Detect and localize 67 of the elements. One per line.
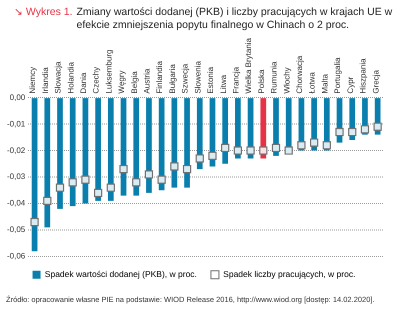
- x-tick-label: Litwa: [218, 74, 228, 94]
- point: [170, 162, 178, 171]
- point: [272, 144, 280, 152]
- point: [234, 146, 242, 155]
- point: [94, 188, 102, 198]
- y-tick-label: -0,04: [7, 198, 26, 208]
- point: [246, 146, 255, 155]
- x-tick-label: Estonia: [206, 66, 216, 94]
- legend-label: Spadek wartości dodanej (PKB), w proc.: [44, 269, 197, 280]
- point: [106, 183, 115, 192]
- x-tick-label: Wielka Brytania: [244, 37, 254, 94]
- chart-title: ↘ Wykres 1.: [14, 6, 72, 20]
- point: [360, 125, 370, 134]
- point: [196, 154, 204, 163]
- point: [158, 176, 166, 184]
- x-tick-label: Grecja: [371, 69, 380, 94]
- x-tick-label: Portugalia: [333, 57, 342, 94]
- point: [30, 218, 39, 226]
- y-tick-label: -0,06: [7, 252, 26, 261]
- x-tick-label: Belgia: [130, 70, 139, 94]
- y-tick-label: -0,03: [7, 172, 26, 182]
- x-tick-label: Węgry: [117, 70, 126, 94]
- x-tick-label: Polska: [256, 69, 266, 94]
- x-tick-label: Holandia: [66, 61, 76, 94]
- x-tick-label: Łotwa: [308, 72, 317, 94]
- point: [68, 178, 77, 186]
- x-tick-label: Irlandia: [40, 66, 50, 94]
- x-tick-label: Chorwacja: [295, 55, 304, 94]
- point: [221, 144, 230, 152]
- point: [56, 183, 64, 192]
- y-tick-label: -0,01: [7, 119, 26, 128]
- x-tick-label: Austria: [142, 68, 152, 94]
- x-tick-label: Słowenia: [193, 60, 202, 94]
- x-tick-label: Finlandia: [155, 60, 164, 94]
- x-tick-label: Słowacja: [54, 61, 63, 94]
- legend-label: Spadek liczby pracujących, w proc.: [223, 269, 356, 280]
- x-tick-label: Malta: [320, 73, 330, 94]
- x-tick-label: Luksemburg: [104, 50, 114, 94]
- x-tick-label: Szwecja: [180, 63, 190, 94]
- point: [119, 164, 128, 174]
- point: [297, 141, 306, 150]
- x-tick-label: Hiszpania: [358, 58, 368, 94]
- point: [182, 164, 192, 174]
- point: [348, 128, 356, 136]
- x-tick-label: Dania: [79, 72, 88, 94]
- y-tick-label: -0,05: [7, 225, 26, 234]
- x-tick-label: Czechy: [92, 66, 101, 94]
- point: [259, 146, 268, 155]
- point: [132, 178, 140, 186]
- x-tick-label: Niemcy: [28, 66, 38, 94]
- y-tick-label: 0,00: [10, 92, 26, 102]
- point: [81, 176, 90, 184]
- point: [310, 138, 318, 147]
- point: [374, 122, 382, 131]
- point: [43, 196, 52, 206]
- x-tick-label: Bułgaria: [168, 64, 177, 94]
- x-tick-label: Rumunia: [270, 61, 279, 94]
- point: [144, 170, 154, 179]
- chart-subtitle: Zmiany wartości dodanej (PKB) i liczby pracujących w krajach UE w efekcie zmniejszenia popytu finalnego w Chinach o 2 proc.: [76, 6, 394, 32]
- x-tick-label: Cypr: [346, 76, 355, 94]
- point: [335, 128, 344, 136]
- point: [322, 141, 331, 150]
- x-tick-label: Francja: [231, 66, 240, 94]
- y-tick-label: -0,02: [7, 146, 26, 155]
- x-tick-label: Włochy: [282, 67, 292, 94]
- point: [208, 152, 217, 160]
- point: [284, 146, 293, 155]
